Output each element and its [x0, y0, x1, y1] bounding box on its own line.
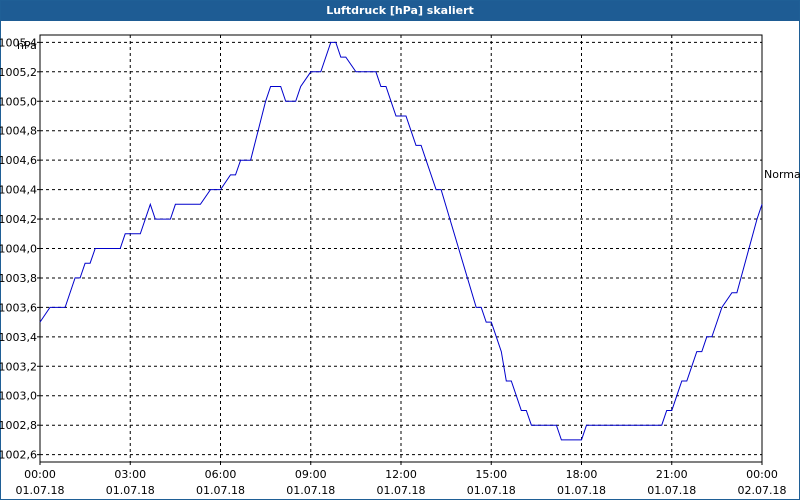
x-axis: 00:00 01.07.18 03:00 01.07.18 06:00 01.07.18 0…	[16, 462, 787, 497]
y-tick-label: 1003,8	[0, 272, 37, 285]
y-tick-label: 1004,2	[0, 213, 37, 226]
x-tick-date: 01.07.18	[647, 484, 696, 497]
y-tick-label: 1002,8	[0, 419, 37, 432]
x-tick-time: 03:00	[114, 468, 146, 481]
x-tick-date: 01.07.18	[16, 484, 65, 497]
x-tick-date: 01.07.18	[196, 484, 245, 497]
y-tick-label: 1004,6	[0, 154, 37, 167]
pressure-line	[39, 41, 763, 441]
x-tick-date: 01.07.18	[106, 484, 155, 497]
y-tick-label: 1004,0	[0, 243, 37, 256]
x-tick-time: 09:00	[295, 468, 327, 481]
y-tick-label: 1003,0	[0, 390, 37, 403]
x-tick-date: 01.07.18	[557, 484, 606, 497]
y-axis-unit: hPa	[17, 39, 37, 52]
y-tick-label: 1004,4	[0, 184, 37, 197]
x-tick-date: 01.07.18	[286, 484, 335, 497]
x-tick-date: 01.07.18	[467, 484, 516, 497]
x-tick-date: 02.07.18	[738, 484, 787, 497]
y-tick-label: 1003,6	[0, 301, 37, 314]
x-tick-time: 00:00	[746, 468, 778, 481]
y-tick-label: 1003,4	[0, 331, 37, 344]
x-tick-time: 06:00	[205, 468, 237, 481]
y-tick-label: 1005,0	[0, 95, 37, 108]
x-tick-time: 00:00	[24, 468, 56, 481]
y-tick-label: 1002,6	[0, 449, 37, 462]
y-tick-label: 1003,2	[0, 360, 37, 373]
x-tick-time: 15:00	[475, 468, 507, 481]
grid	[40, 35, 762, 462]
y-axis: 1002,6 1002,8 1003,0 1003,2 1003,4 1003,6 1003…	[0, 36, 40, 462]
y-tick-label: 1005,4	[0, 36, 37, 49]
y-tick-label: 1005,2	[0, 66, 37, 79]
x-tick-time: 18:00	[566, 468, 598, 481]
x-tick-date: 01.07.18	[377, 484, 426, 497]
series	[39, 41, 763, 441]
x-tick-time: 12:00	[385, 468, 417, 481]
normal-annotation: Normal	[764, 168, 800, 181]
y-tick-label: 1004,8	[0, 125, 37, 138]
chart-title: Luftdruck [hPa] skaliert	[1, 1, 799, 21]
x-tick-time: 21:00	[656, 468, 688, 481]
